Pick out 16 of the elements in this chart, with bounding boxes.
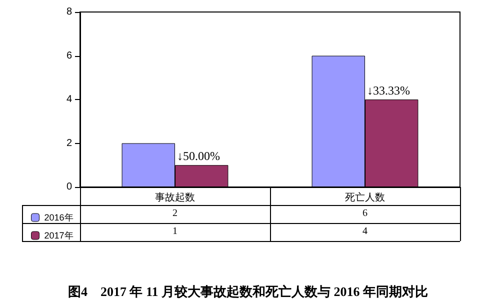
legend-label: 2016年 [44,212,74,222]
y-tick-label: 8 [66,6,72,18]
y-tick-label: 4 [66,94,72,105]
annotation: ↓50.00% [177,149,220,164]
data-label: 2 [172,207,178,221]
data-label: 4 [362,225,368,239]
x-tick-label: 事故起数 [155,192,195,204]
x-tick-label: 死亡人数 [345,192,385,204]
data-label: 6 [362,207,368,221]
y-tick-label: 0 [66,182,72,192]
data-label: 1 [172,225,178,239]
y-tick-label: 6 [66,50,72,62]
text: 图4 2017 年 11 月较大事故起数和死亡人数与 2016 年同期对比 [66,283,430,301]
legend-label: 2017年 [44,230,74,240]
y-tick-label: 2 [66,138,72,149]
annotation: ↓33.33% [367,84,410,98]
